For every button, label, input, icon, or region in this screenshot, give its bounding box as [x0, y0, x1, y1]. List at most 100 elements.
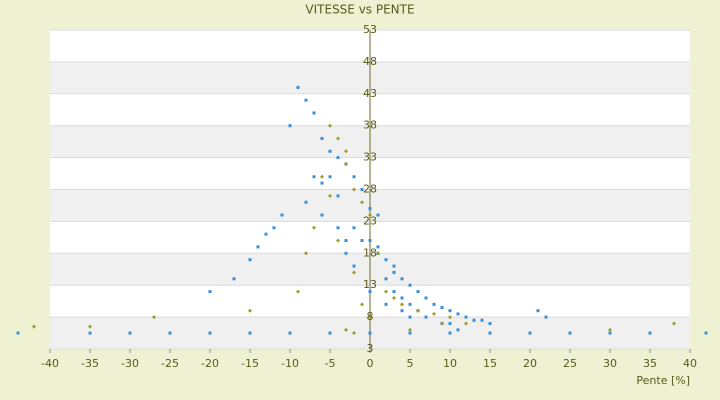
point: [464, 321, 468, 326]
x-tick-label: 0: [367, 357, 374, 370]
point: [456, 328, 460, 332]
point: [344, 149, 348, 154]
x-axis-label: Pente [%]: [636, 374, 690, 387]
point: [392, 295, 396, 300]
point: [88, 324, 92, 329]
point: [344, 239, 348, 243]
x-tick-label: -40: [41, 357, 59, 370]
point: [152, 315, 156, 320]
point: [288, 331, 292, 335]
point: [392, 270, 396, 274]
point: [344, 251, 348, 255]
point: [280, 213, 284, 217]
point: [384, 258, 388, 262]
point: [376, 245, 380, 249]
point: [408, 283, 412, 287]
point: [208, 331, 212, 335]
point: [440, 306, 444, 310]
point: [408, 331, 412, 335]
point: [424, 296, 428, 300]
point: [336, 194, 340, 198]
point: [352, 175, 356, 179]
point: [440, 321, 444, 326]
point: [248, 331, 252, 335]
x-tick-label: 25: [563, 357, 577, 370]
point: [448, 331, 452, 335]
point: [376, 251, 380, 256]
x-tick-label: 10: [443, 357, 457, 370]
point: [360, 200, 364, 205]
point: [320, 136, 324, 140]
point: [432, 302, 436, 306]
point: [368, 315, 372, 320]
point: [400, 302, 404, 307]
point: [344, 327, 348, 332]
x-tick-label: -35: [81, 357, 99, 370]
point: [392, 264, 396, 268]
point: [360, 239, 364, 243]
point: [416, 290, 420, 294]
x-tick-label: 30: [603, 357, 617, 370]
point: [328, 175, 332, 179]
point: [392, 290, 396, 294]
point: [448, 315, 452, 320]
point: [408, 315, 412, 319]
x-tick-label: -15: [241, 357, 259, 370]
point: [400, 309, 404, 313]
point: [304, 200, 308, 204]
x-tick-label: 15: [483, 357, 497, 370]
x-tick-label: -25: [161, 357, 179, 370]
point: [480, 318, 484, 322]
point: [344, 161, 348, 166]
point: [408, 302, 412, 306]
point: [264, 232, 268, 236]
point: [376, 213, 380, 217]
point: [384, 302, 388, 306]
point: [648, 331, 652, 335]
x-tick-label: -10: [281, 357, 299, 370]
point: [304, 98, 308, 102]
x-tick-label: 5: [407, 357, 414, 370]
point: [288, 124, 292, 128]
point: [320, 181, 324, 185]
point: [168, 331, 172, 335]
point: [672, 321, 676, 326]
point: [328, 331, 332, 335]
point: [544, 315, 548, 319]
point: [368, 331, 372, 335]
point: [416, 308, 420, 313]
point: [432, 311, 436, 316]
point: [208, 290, 212, 294]
point: [88, 331, 92, 335]
point: [384, 289, 388, 294]
point: [328, 149, 332, 153]
point: [368, 239, 372, 243]
point: [360, 188, 364, 191]
point: [328, 123, 332, 128]
point: [448, 309, 452, 313]
point: [296, 289, 300, 294]
y-tick-label: 3: [367, 342, 374, 355]
point: [312, 175, 316, 179]
chart-title: VITESSE vs PENTE: [305, 3, 414, 17]
y-tick-label: 33: [363, 151, 377, 164]
point: [472, 318, 476, 322]
point: [296, 85, 300, 89]
point: [248, 308, 252, 313]
point: [352, 270, 356, 275]
point: [312, 111, 316, 115]
point: [336, 156, 340, 160]
point: [16, 331, 20, 335]
point: [232, 277, 236, 281]
point: [320, 213, 324, 217]
y-tick-label: 13: [363, 278, 377, 291]
y-tick-label: 18: [363, 246, 377, 259]
point: [248, 258, 252, 262]
point: [272, 226, 276, 230]
point: [368, 290, 372, 294]
point: [256, 245, 260, 249]
y-tick-label: 48: [363, 55, 377, 68]
point: [384, 277, 388, 281]
y-tick-label: 8: [367, 310, 374, 323]
